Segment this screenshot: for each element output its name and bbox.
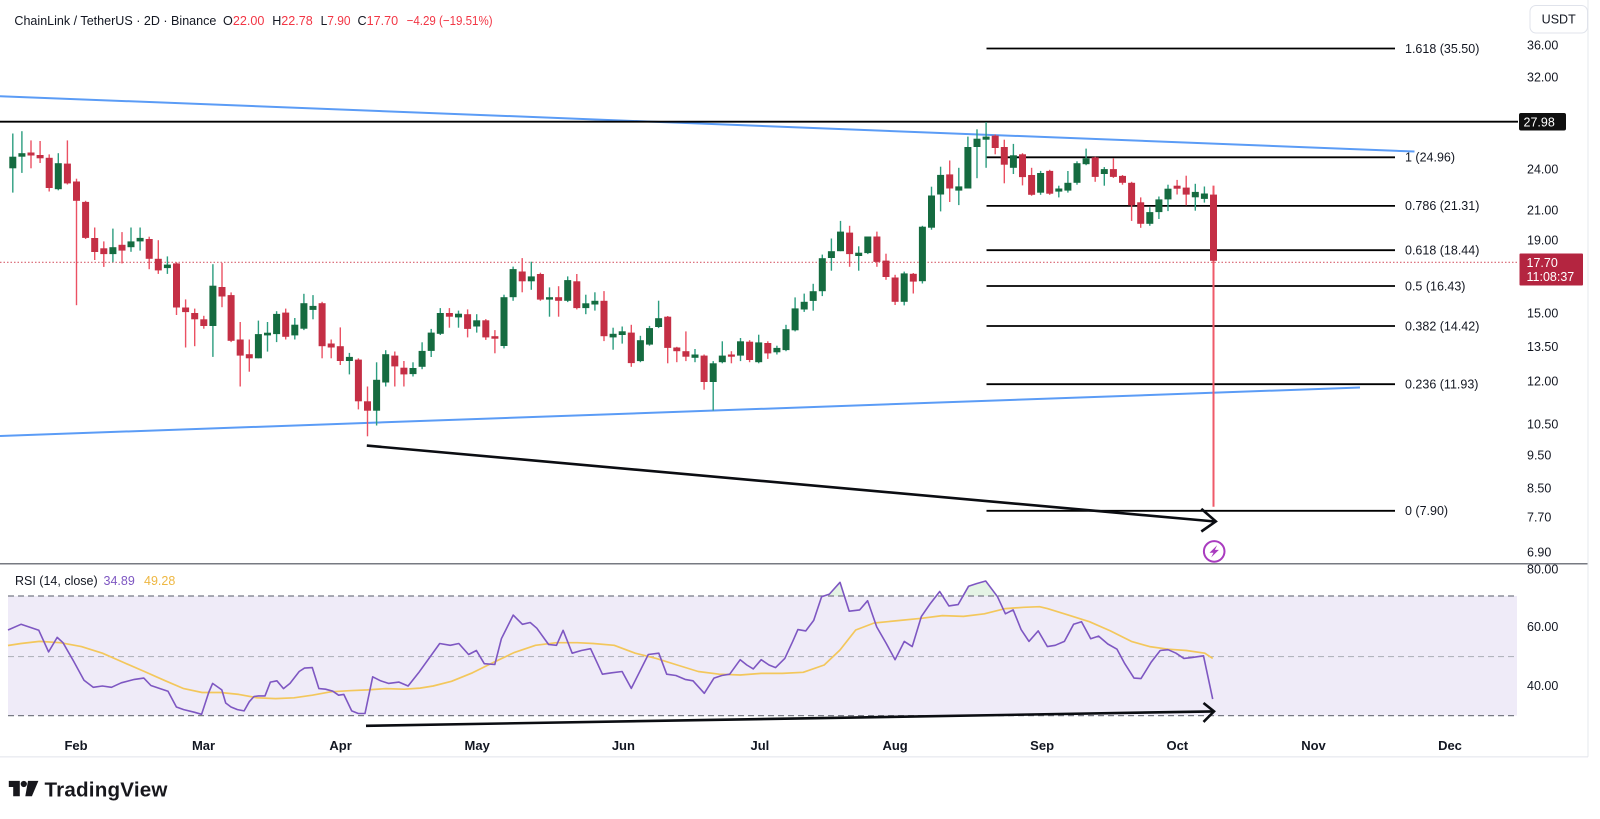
svg-text:13.50: 13.50 <box>1527 340 1558 354</box>
svg-text:Feb: Feb <box>64 738 87 753</box>
svg-text:USDT: USDT <box>1542 13 1576 27</box>
svg-text:24.00: 24.00 <box>1527 162 1558 176</box>
svg-text:17.70: 17.70 <box>1527 256 1558 270</box>
svg-text:May: May <box>465 738 491 753</box>
svg-text:40.00: 40.00 <box>1527 679 1558 693</box>
svg-text:32.00: 32.00 <box>1527 71 1558 85</box>
svg-text:TradingView: TradingView <box>45 779 169 802</box>
svg-text:Apr: Apr <box>329 738 351 753</box>
svg-text:12.00: 12.00 <box>1527 374 1558 388</box>
svg-text:0.5 (16.43): 0.5 (16.43) <box>1405 279 1465 293</box>
svg-text:0.382 (14.42): 0.382 (14.42) <box>1405 319 1479 333</box>
svg-text:Sep: Sep <box>1030 738 1054 753</box>
svg-text:34.89: 34.89 <box>104 574 135 588</box>
svg-text:1 (24.96): 1 (24.96) <box>1405 151 1455 165</box>
svg-text:ChainLink / TetherUS · 2D · Bi: ChainLink / TetherUS · 2D · Binance <box>14 13 216 28</box>
svg-text:15.00: 15.00 <box>1527 307 1558 321</box>
svg-text:Nov: Nov <box>1301 738 1326 753</box>
svg-text:21.00: 21.00 <box>1527 203 1558 217</box>
svg-text:11:08:37: 11:08:37 <box>1527 270 1575 284</box>
svg-text:0.236 (11.93): 0.236 (11.93) <box>1405 378 1478 392</box>
svg-text:80.00: 80.00 <box>1527 562 1558 576</box>
svg-text:10.50: 10.50 <box>1527 417 1558 431</box>
svg-text:1.618 (35.50): 1.618 (35.50) <box>1405 42 1479 56</box>
svg-text:RSI (14, close): RSI (14, close) <box>15 574 98 588</box>
svg-text:0.618 (18.44): 0.618 (18.44) <box>1405 244 1479 258</box>
svg-text:L7.90: L7.90 <box>321 13 351 28</box>
svg-text:6.90: 6.90 <box>1527 545 1551 559</box>
svg-text:Mar: Mar <box>192 738 215 753</box>
svg-text:Aug: Aug <box>882 738 907 753</box>
svg-text:Oct: Oct <box>1166 738 1188 753</box>
svg-text:8.50: 8.50 <box>1527 481 1551 495</box>
svg-text:Jun: Jun <box>612 738 635 753</box>
svg-text:−4.29 (−19.51%): −4.29 (−19.51%) <box>407 13 493 28</box>
svg-text:C17.70: C17.70 <box>358 13 399 28</box>
svg-text:19.00: 19.00 <box>1527 234 1558 248</box>
svg-text:O22.00: O22.00 <box>223 13 264 28</box>
svg-text:0 (7.90): 0 (7.90) <box>1405 504 1448 518</box>
svg-text:60.00: 60.00 <box>1527 620 1558 634</box>
svg-text:7.70: 7.70 <box>1527 510 1551 524</box>
svg-text:36.00: 36.00 <box>1527 38 1558 52</box>
svg-text:49.28: 49.28 <box>144 574 175 588</box>
svg-text:H22.78: H22.78 <box>272 13 313 28</box>
svg-text:9.50: 9.50 <box>1527 448 1551 462</box>
svg-text:0.786 (21.31): 0.786 (21.31) <box>1405 199 1479 213</box>
svg-text:Dec: Dec <box>1438 738 1462 753</box>
svg-text:27.98: 27.98 <box>1524 115 1555 129</box>
svg-text:Jul: Jul <box>751 738 770 753</box>
